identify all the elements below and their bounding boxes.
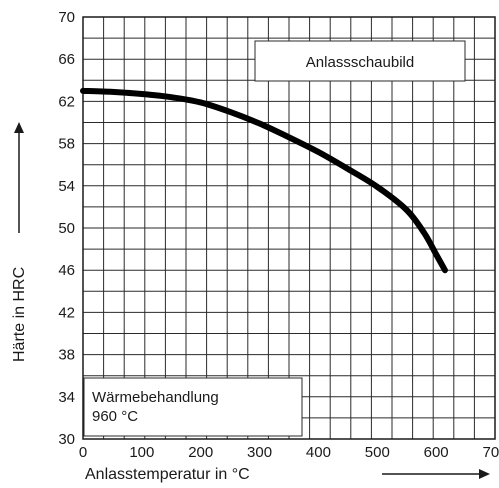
x-tick-label: 700	[482, 444, 499, 461]
y-tick-label: 54	[58, 178, 75, 195]
y-tick-label: 58	[58, 136, 75, 153]
x-axis-title-group: Anlasstemperatur in °C	[85, 466, 490, 483]
annotation-line2: 960 °C	[92, 408, 138, 425]
x-tick-label: 300	[247, 444, 272, 461]
title-box: Anlassschaubild	[254, 40, 466, 82]
x-tick-label: 500	[365, 444, 390, 461]
x-tick-label: 400	[306, 444, 331, 461]
annotation-line1: Wärmebehandlung	[92, 389, 219, 406]
x-tick-label: 0	[79, 444, 87, 461]
plot-frame	[82, 16, 496, 440]
y-tick-label: 38	[58, 347, 75, 364]
y-tick-label: 70	[58, 9, 75, 26]
x-axis-arrowhead	[479, 469, 490, 479]
annotation-box-frame	[83, 377, 303, 437]
y-axis-title: Härte in HRC	[11, 267, 28, 362]
x-tick-label: 600	[424, 444, 449, 461]
x-axis-title: Anlasstemperatur in °C	[85, 466, 250, 483]
y-axis-title-group: Härte in HRC	[11, 122, 28, 362]
y-tick-label: 34	[58, 389, 75, 406]
x-tick-label: 200	[188, 444, 213, 461]
title-box-frame	[254, 40, 466, 82]
x-tick-labels: 0 100 200 300 400 500 600 700	[79, 444, 499, 461]
y-tick-label: 62	[58, 93, 75, 110]
y-tick-label: 46	[58, 262, 75, 279]
y-tick-label: 42	[58, 304, 75, 321]
chart-grid	[83, 17, 495, 439]
x-tick-label: 100	[129, 444, 154, 461]
y-tick-label: 66	[58, 51, 75, 68]
chart-title: Anlassschaubild	[306, 54, 414, 71]
annotation-box: Wärmebehandlung 960 °C	[83, 377, 303, 437]
hardness-curve	[80, 87, 448, 274]
y-axis-arrowhead	[14, 122, 24, 133]
y-tick-labels: 30 34 38 42 46 50 54 58 62 66 70	[58, 9, 75, 448]
y-tick-label: 30	[58, 431, 75, 448]
y-tick-label: 50	[58, 220, 75, 237]
